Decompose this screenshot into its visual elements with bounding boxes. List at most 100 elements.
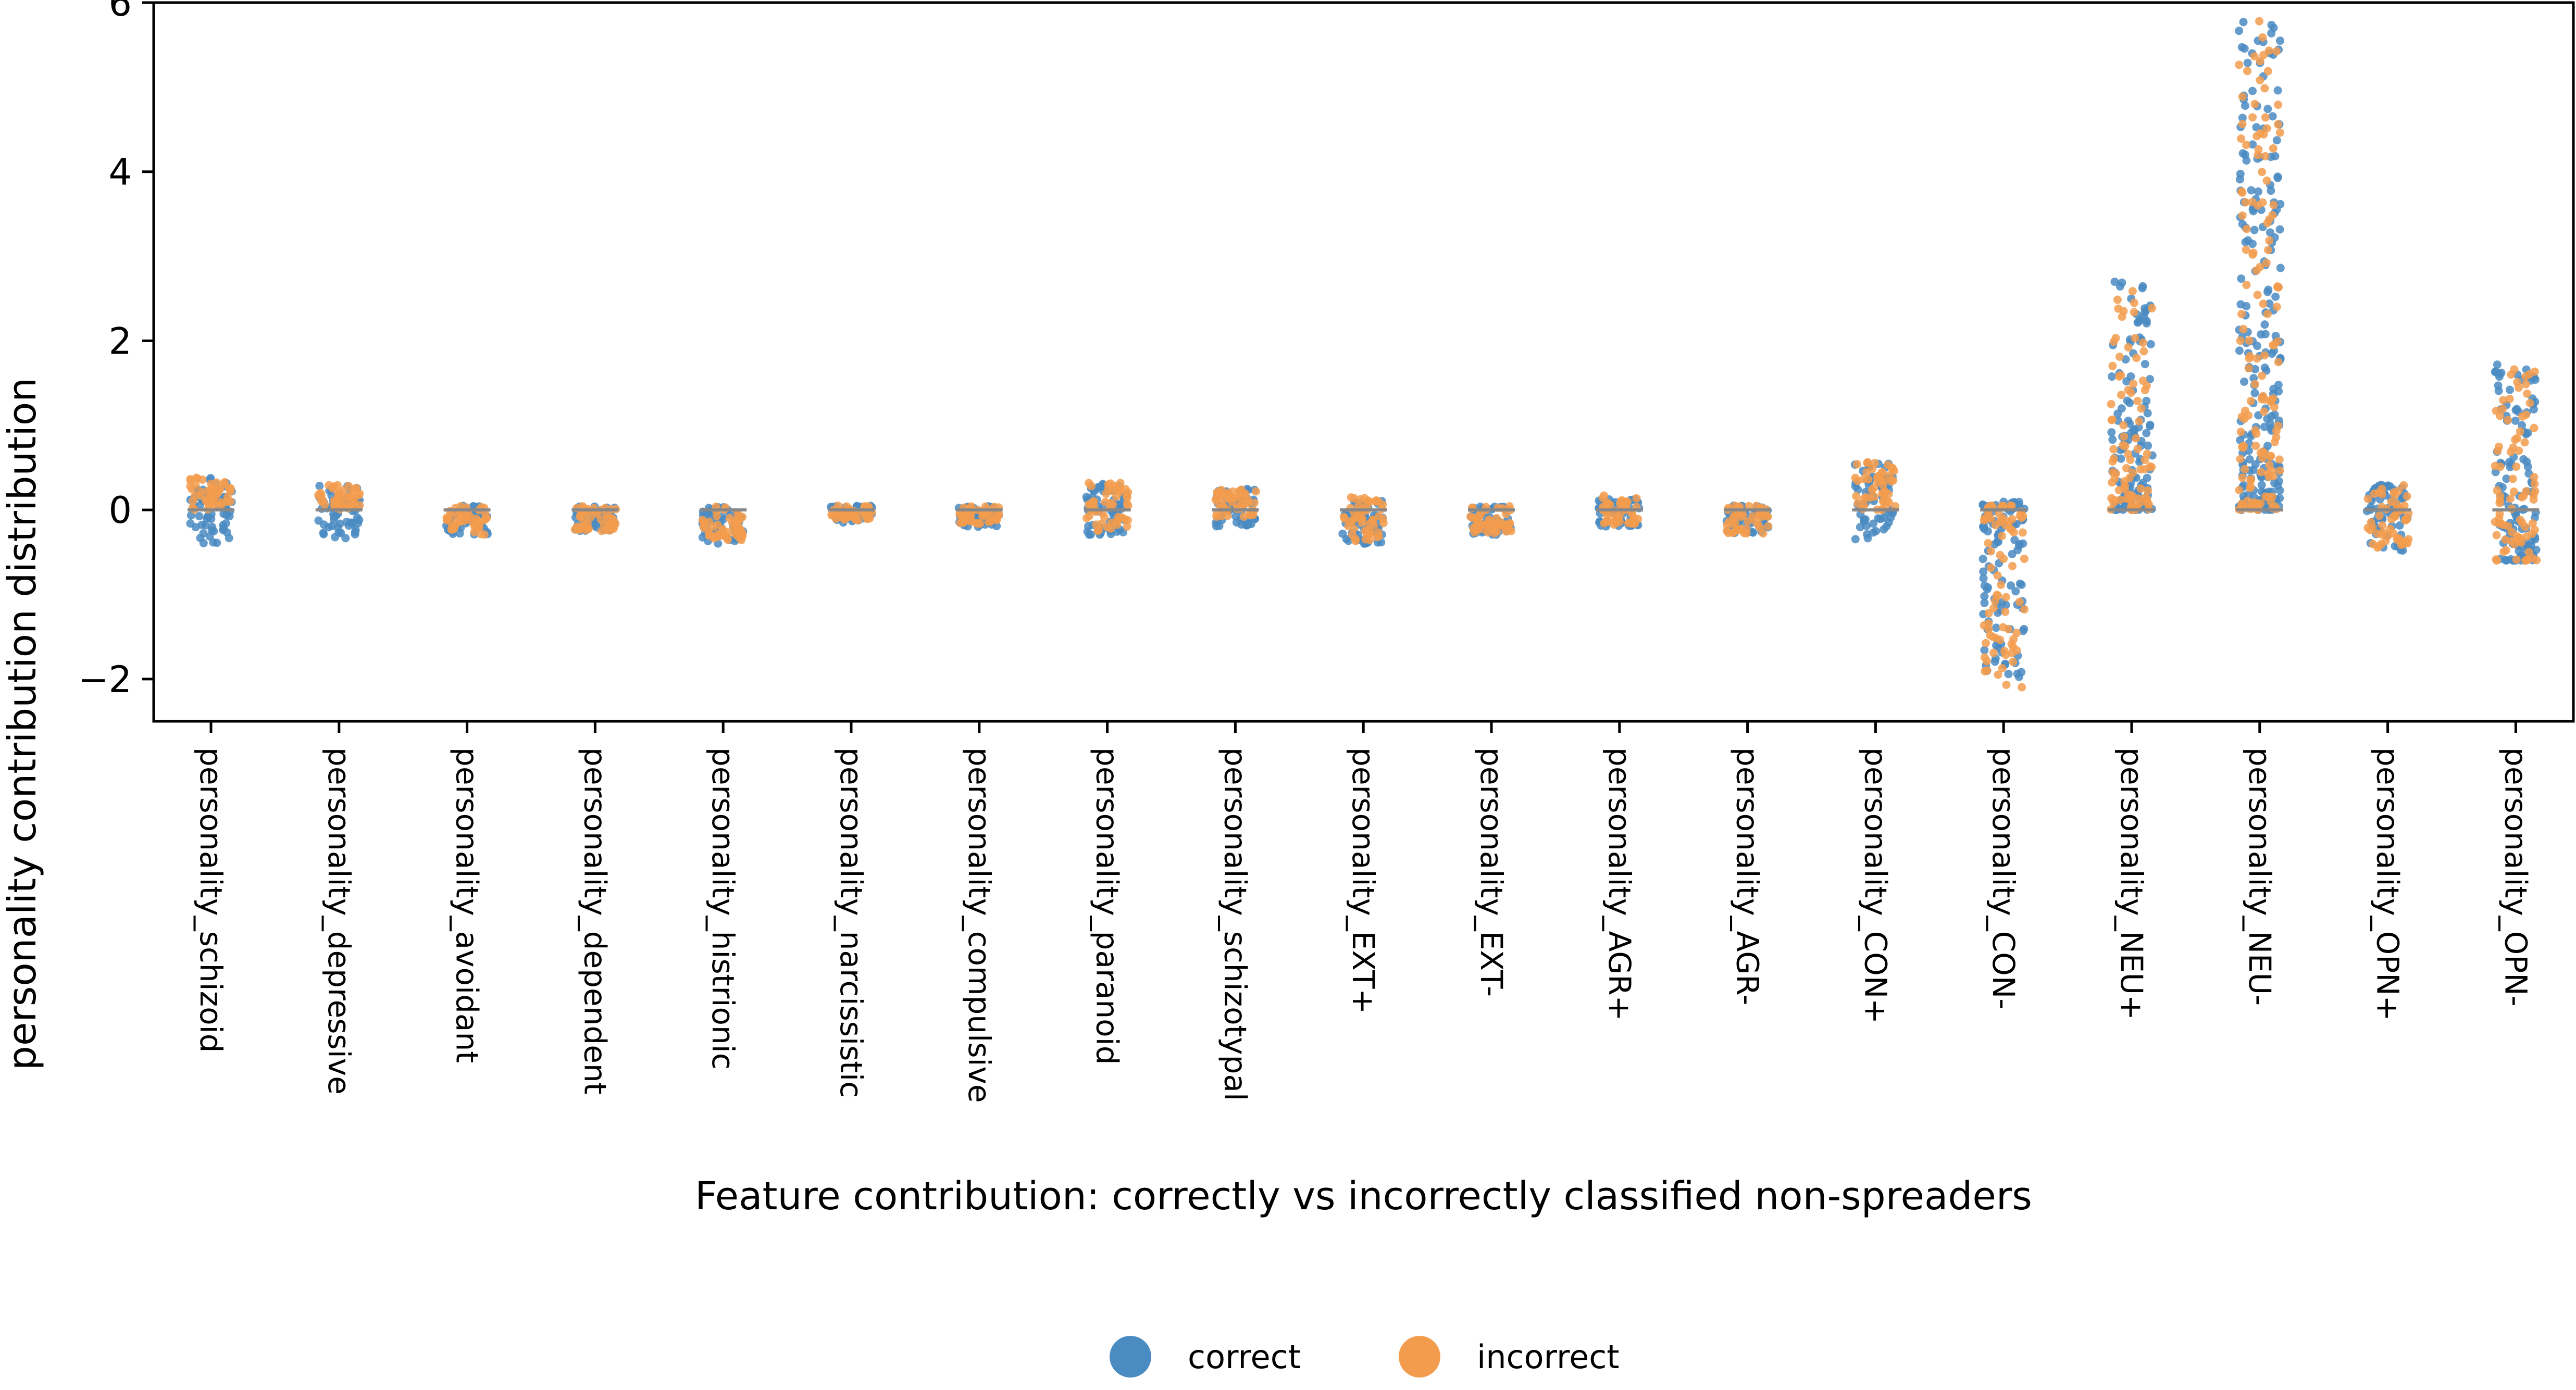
x-axis: personality_schizoid personality_depressi… (193, 721, 2533, 1103)
data-point-incorrect (1493, 519, 1502, 528)
data-point-correct (455, 529, 464, 538)
data-point-incorrect (2529, 495, 2538, 504)
data-point-incorrect (1764, 522, 1773, 531)
data-point-correct (1096, 483, 1104, 492)
data-point-incorrect (2520, 438, 2529, 447)
data-point-incorrect (2241, 465, 2249, 473)
data-point-correct (2271, 292, 2280, 301)
data-point-incorrect (2259, 407, 2268, 416)
data-point-incorrect (2119, 421, 2128, 430)
data-point-incorrect (2522, 532, 2531, 541)
data-point-correct (2250, 226, 2259, 234)
data-point-incorrect (738, 531, 747, 540)
data-point-correct (2238, 114, 2247, 122)
data-point-correct (2017, 580, 2026, 589)
data-point-incorrect (2532, 556, 2541, 565)
data-point-incorrect (2241, 198, 2250, 207)
data-point-incorrect (1728, 528, 1737, 537)
data-point-correct (2494, 381, 2503, 390)
data-point-incorrect (1998, 664, 2007, 673)
data-point-incorrect (2267, 452, 2275, 460)
data-point-incorrect (2261, 152, 2270, 160)
data-point-incorrect (2525, 398, 2534, 407)
data-point-incorrect (1987, 502, 1996, 510)
data-point-incorrect (1632, 494, 1641, 503)
x-tick-label: personality_EXT+ (1346, 747, 1381, 1014)
data-point-incorrect (2242, 245, 2250, 254)
x-tick-label: personality_histrionic (705, 747, 741, 1070)
data-point-incorrect (2141, 493, 2149, 502)
data-point-incorrect (2133, 444, 2142, 453)
data-point-correct (2123, 396, 2132, 405)
data-point-correct (2505, 385, 2514, 394)
data-point-incorrect (1123, 492, 1131, 501)
data-point-incorrect (2254, 145, 2263, 154)
data-point-incorrect (2260, 351, 2269, 360)
data-point-incorrect (2009, 635, 2018, 644)
data-point-correct (1853, 485, 1862, 494)
data-point-incorrect (1614, 514, 1623, 523)
data-point-correct (208, 522, 217, 531)
data-point-incorrect (709, 522, 718, 531)
data-point-incorrect (2247, 475, 2256, 484)
data-point-incorrect (463, 511, 471, 520)
x-tick-label: personality_depressive (321, 747, 357, 1095)
data-point-incorrect (1123, 522, 1131, 531)
data-point-incorrect (2001, 607, 2010, 616)
data-point-incorrect (1356, 495, 1365, 504)
data-point-correct (1980, 581, 1989, 590)
data-point-correct (2270, 410, 2279, 419)
data-point-incorrect (705, 530, 714, 539)
data-point-incorrect (2530, 473, 2538, 482)
data-point-correct (2493, 360, 2502, 369)
data-point-incorrect (2147, 304, 2156, 312)
data-point-incorrect (2238, 120, 2247, 129)
data-point-incorrect (2141, 465, 2149, 474)
x-tick-label: personality_NEU+ (2114, 747, 2149, 1020)
data-point-incorrect (2273, 283, 2282, 292)
data-point-incorrect (2275, 466, 2284, 475)
data-point-correct (2270, 479, 2279, 487)
data-point-correct (2263, 287, 2272, 296)
data-point-incorrect (2020, 555, 2029, 563)
data-point-incorrect (2120, 484, 2129, 493)
data-point-incorrect (1887, 477, 1896, 485)
data-point-incorrect (2009, 528, 2018, 537)
data-point-incorrect (2263, 67, 2272, 76)
data-point-correct (213, 539, 221, 547)
data-point-incorrect (2130, 298, 2138, 307)
data-point-correct (1992, 623, 2000, 632)
data-point-correct (315, 481, 324, 490)
data-point-incorrect (2496, 492, 2505, 500)
data-point-incorrect (2110, 474, 2119, 483)
data-point-correct (2238, 149, 2247, 158)
x-tick-label: personality_schizoid (193, 747, 229, 1053)
data-point-incorrect (1501, 510, 1510, 519)
data-point-incorrect (1851, 473, 1860, 482)
data-point-incorrect (329, 482, 338, 491)
x-tick-label: personality_AGR- (1730, 747, 1765, 1005)
data-point-incorrect (1999, 502, 2008, 510)
data-point-incorrect (2120, 432, 2129, 441)
data-point-incorrect (2265, 460, 2274, 469)
data-point-incorrect (2256, 57, 2264, 66)
data-point-incorrect (196, 491, 205, 500)
data-point-incorrect (2236, 336, 2245, 345)
data-point-incorrect (2110, 454, 2119, 463)
data-point-incorrect (1993, 571, 2002, 580)
data-point-incorrect (1990, 596, 1999, 605)
data-point-incorrect (1600, 491, 1609, 500)
data-point-incorrect (2515, 446, 2523, 455)
data-point-incorrect (2122, 464, 2131, 472)
data-point-correct (1980, 646, 1989, 655)
data-point-correct (2011, 587, 2020, 596)
x-tick-label: personality_OPN+ (2370, 747, 2406, 1021)
data-point-correct (2260, 320, 2269, 329)
data-point-incorrect (2252, 266, 2261, 275)
data-point-correct (2237, 274, 2246, 283)
data-point-incorrect (2507, 536, 2516, 545)
data-point-correct (2253, 342, 2261, 350)
data-point-incorrect (1094, 525, 1103, 534)
data-point-incorrect (1996, 581, 2005, 590)
data-point-correct (2268, 112, 2277, 121)
